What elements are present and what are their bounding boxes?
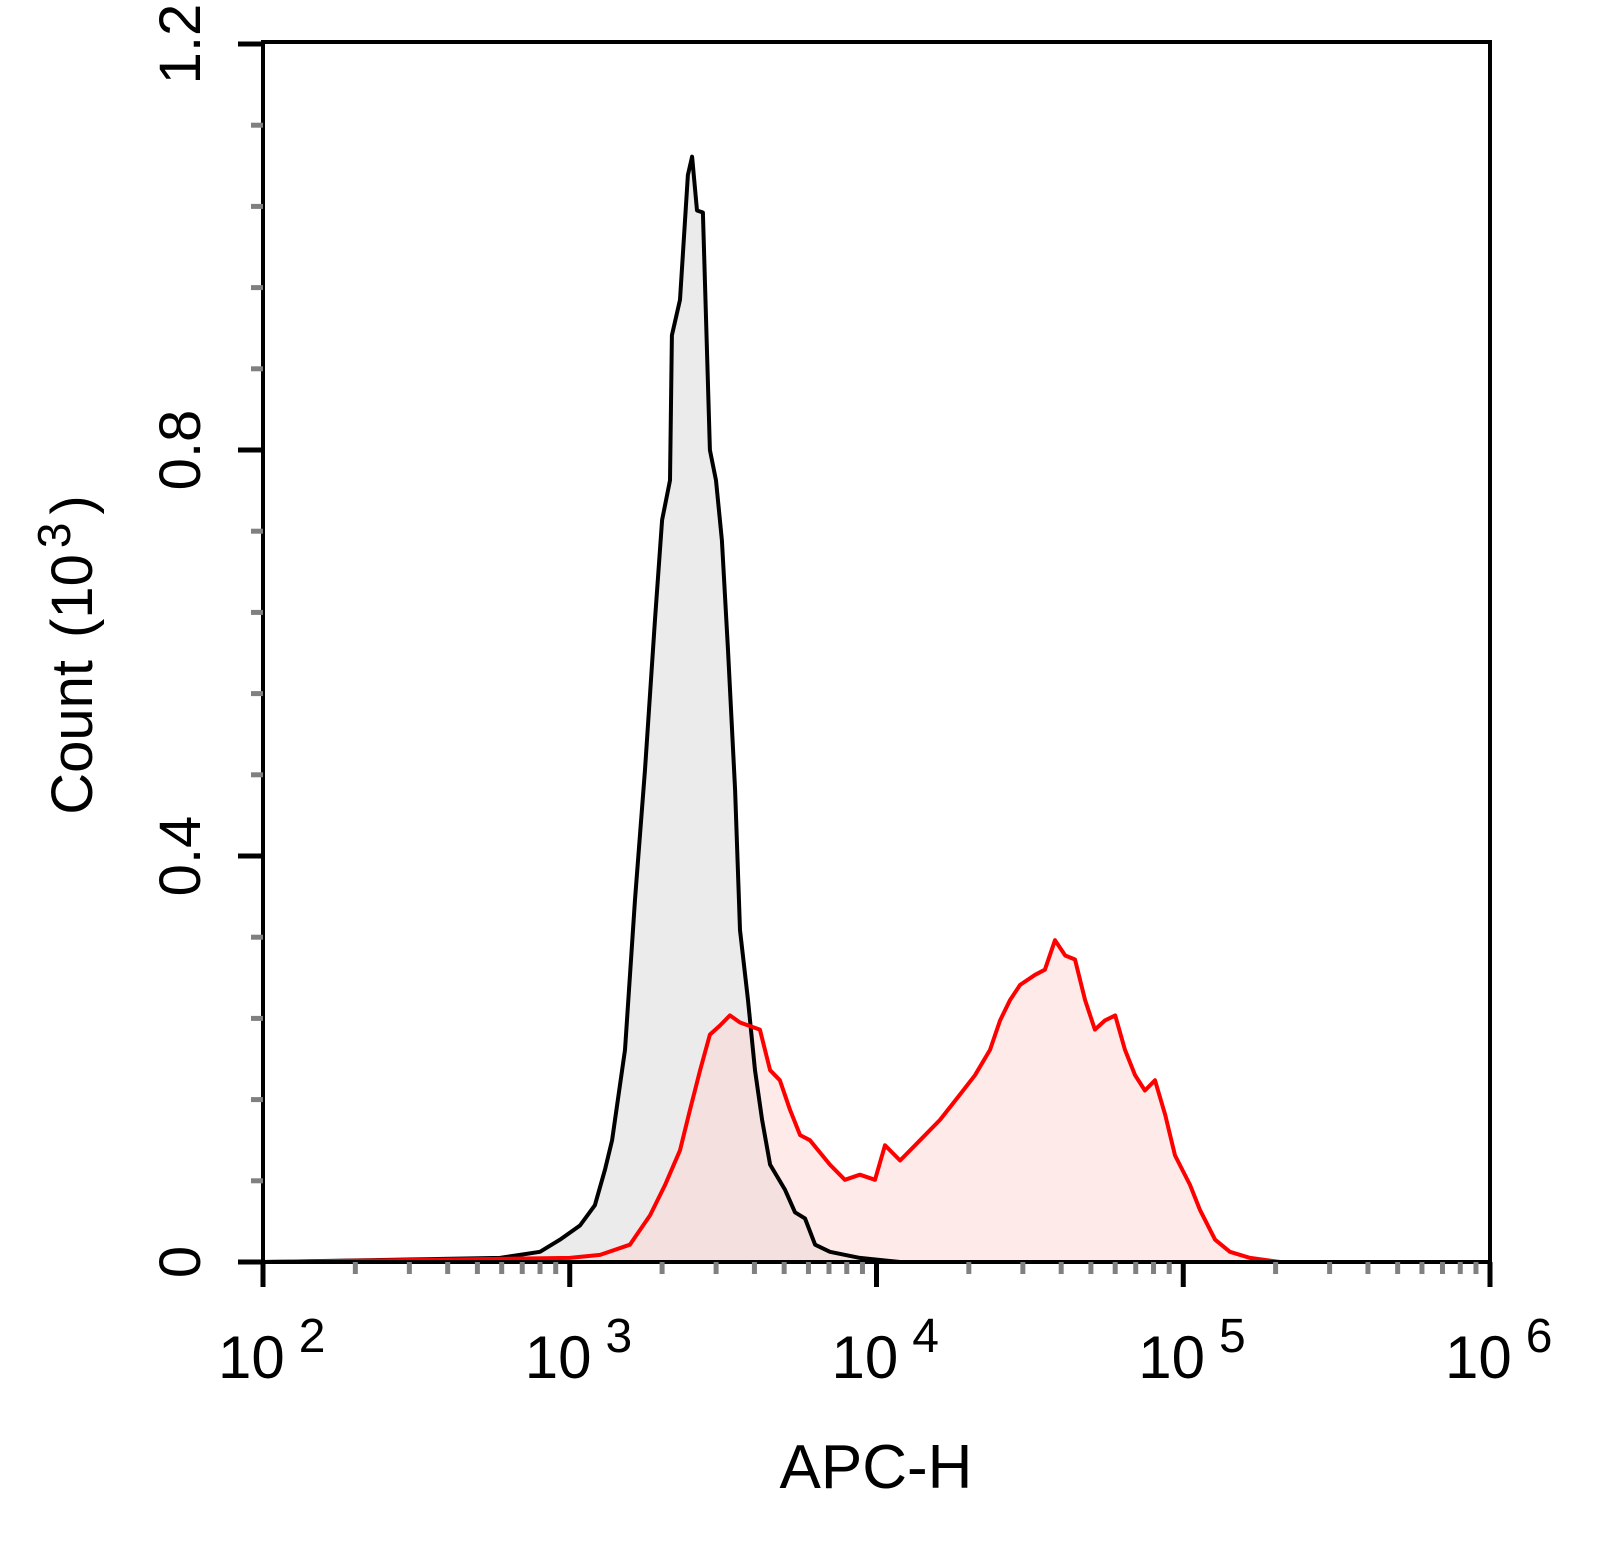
x-tick-exp: 4 [912,1310,939,1363]
x-tick-label: 10 6 [1445,1310,1552,1391]
y-axis-unit-base: 10 [40,554,105,619]
x-tick-exp: 2 [299,1310,326,1363]
y-axis-label: Count(103) [28,495,105,815]
x-tick-label: 10 3 [525,1310,632,1391]
y-tick-label: 0 [148,1246,213,1278]
plot-frame [261,40,1492,1264]
y-axis-label-text: Count [40,660,105,815]
series-layer [262,154,1490,1264]
x-tick-label: 10 5 [1138,1310,1245,1391]
y-tick-label: 1.2 [148,4,213,85]
ticks-layer: 10 2 10 3 10 4 10 5 10 600.40.81.2 [148,4,1552,1391]
x-axis-label: APC-H [780,1433,973,1502]
x-tick-base: 10 [525,1324,592,1391]
y-tick-label-group: 0 [148,1246,213,1278]
y-tick-label-group: 0.4 [148,816,213,897]
series-1-area [263,940,1490,1262]
x-tick-exp: 6 [1526,1310,1553,1363]
y-tick-label-group: 0.8 [148,410,213,491]
x-tick-base: 10 [832,1324,899,1391]
series-0-area [263,156,1490,1263]
y-axis-label-group: Count(103) [28,495,105,815]
x-tick-exp: 3 [606,1310,633,1363]
x-tick-base: 10 [218,1324,285,1391]
x-tick-exp: 5 [1219,1310,1246,1363]
y-axis-unit-exp: 3 [28,523,80,549]
y-tick-label-group: 1.2 [148,4,213,85]
x-tick-label: 10 2 [218,1310,325,1391]
x-tick-label: 10 4 [832,1310,939,1391]
y-tick-label: 0.8 [148,410,213,491]
series-0-line [262,154,1490,1264]
y-tick-label: 0.4 [148,816,213,897]
x-tick-base: 10 [1445,1324,1512,1391]
series-1-line [262,938,1490,1264]
x-tick-base: 10 [1138,1324,1205,1391]
